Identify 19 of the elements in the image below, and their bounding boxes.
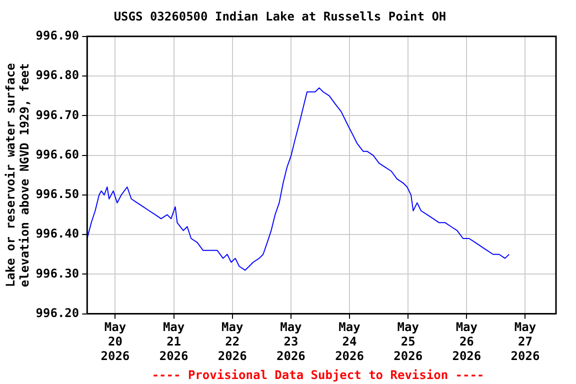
x-tick-label: May 23 2026: [276, 320, 306, 363]
y-tick-label: 996.60: [36, 147, 80, 162]
x-tick-label: May 20 2026: [100, 320, 130, 363]
y-tick-label: 996.70: [36, 108, 80, 122]
y-tick-label: 996.90: [36, 28, 80, 43]
y-tick-label: 996.40: [36, 226, 80, 241]
y-tick-label: 996.50: [36, 187, 80, 202]
x-tick-label: May 26 2026: [452, 320, 482, 363]
x-tick-label: May 21 2026: [159, 320, 188, 363]
y-tick-label: 996.30: [36, 266, 80, 280]
y-tick-label: 996.80: [36, 68, 80, 82]
x-tick-label: May 25 2026: [394, 320, 423, 363]
x-tick-label: May 24 2026: [335, 320, 364, 363]
x-tick-label: May 22 2026: [218, 320, 247, 363]
y-axis-title: Lake or reservoir water surface elevation above NGVD 1929, feet: [3, 63, 32, 288]
x-tick-label: May 27 2026: [510, 320, 540, 363]
y-tick-label: 996.20: [36, 306, 80, 320]
chart-title: USGS 03260500 Indian Lake at Russells Point OH: [114, 9, 446, 24]
text: ---- Provisional Data Subject to Revision ----: [152, 368, 484, 382]
